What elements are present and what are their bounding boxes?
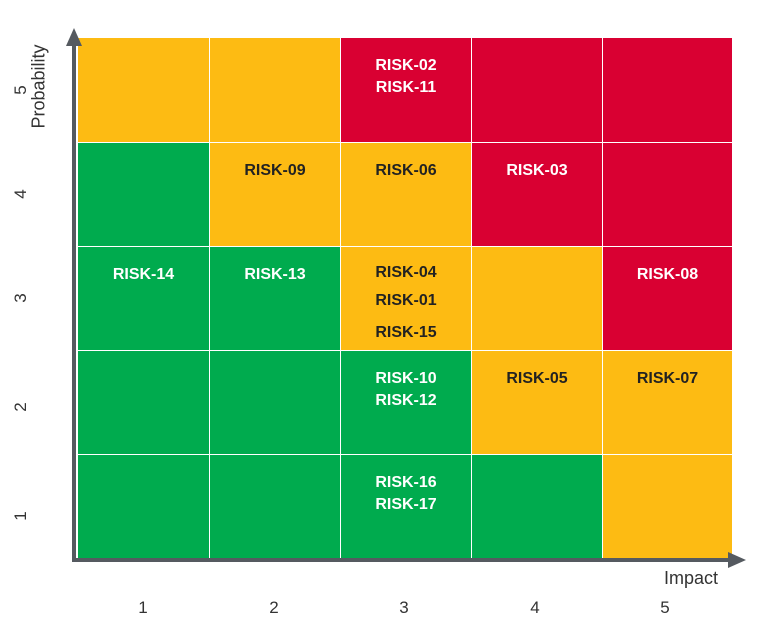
risk-label: RISK-09 bbox=[244, 162, 306, 179]
matrix-cell bbox=[78, 350, 209, 454]
matrix-cell: RISK-08 bbox=[602, 246, 732, 350]
matrix-cell bbox=[471, 454, 602, 558]
y-axis-arrow-icon bbox=[66, 28, 82, 46]
risk-label: RISK-05 bbox=[506, 370, 568, 387]
risk-label: RISK-17 bbox=[375, 496, 437, 513]
risk-label: RISK-01 bbox=[375, 292, 437, 309]
risk-label: RISK-04 bbox=[375, 264, 437, 281]
x-axis-arrow-icon bbox=[728, 552, 746, 568]
risk-label: RISK-16 bbox=[375, 474, 437, 491]
y-axis-line bbox=[72, 44, 76, 562]
matrix-cell: RISK-03 bbox=[471, 142, 602, 246]
matrix-cell: RISK-09 bbox=[209, 142, 340, 246]
matrix-cell: RISK-06 bbox=[340, 142, 471, 246]
risk-matrix: RISK-02 RISK-11 RISK-09 RISK-06 RISK-03 RISK-… bbox=[78, 38, 732, 558]
matrix-cell bbox=[209, 350, 340, 454]
y-tick-label: 4 bbox=[11, 189, 30, 199]
matrix-cell: RISK-02 RISK-11 bbox=[340, 38, 471, 142]
y-axis-title: Probability bbox=[28, 44, 49, 129]
matrix-cell bbox=[209, 38, 340, 142]
y-tick-label: 1 bbox=[11, 511, 30, 521]
y-tick-label: 3 bbox=[11, 293, 30, 303]
risk-label: RISK-12 bbox=[375, 392, 437, 409]
x-tick-label: 4 bbox=[530, 598, 540, 617]
risk-label: RISK-10 bbox=[375, 370, 437, 387]
matrix-cell bbox=[602, 142, 732, 246]
matrix-cell bbox=[602, 38, 732, 142]
matrix-cell bbox=[78, 38, 209, 142]
matrix-cell: RISK-13 bbox=[209, 246, 340, 350]
matrix-cell bbox=[471, 38, 602, 142]
matrix-cell: RISK-04 RISK-01 RISK-15 bbox=[340, 246, 471, 350]
x-tick-label: 3 bbox=[399, 598, 409, 617]
matrix-cell: RISK-10 RISK-12 bbox=[340, 350, 471, 454]
risk-label: RISK-13 bbox=[244, 266, 306, 283]
x-axis-title: Impact bbox=[664, 568, 719, 588]
matrix-cell bbox=[471, 246, 602, 350]
matrix-cell bbox=[209, 454, 340, 558]
x-tick-label: 1 bbox=[138, 598, 148, 617]
x-tick-label: 5 bbox=[660, 598, 670, 617]
matrix-cell: RISK-16 RISK-17 bbox=[340, 454, 471, 558]
risk-label: RISK-14 bbox=[112, 266, 175, 283]
x-axis-line bbox=[72, 558, 732, 562]
matrix-cell: RISK-14 bbox=[78, 246, 209, 350]
risk-label: RISK-02 bbox=[375, 57, 437, 74]
y-tick-label: 5 bbox=[11, 85, 30, 95]
risk-label: RISK-07 bbox=[636, 370, 699, 387]
matrix-cell: RISK-05 bbox=[471, 350, 602, 454]
risk-label: RISK-03 bbox=[506, 162, 568, 179]
risk-label: RISK-11 bbox=[375, 79, 437, 96]
risk-label: RISK-08 bbox=[636, 266, 699, 283]
x-tick-label: 2 bbox=[269, 598, 279, 617]
matrix-cell bbox=[78, 142, 209, 246]
risk-label: RISK-06 bbox=[375, 162, 437, 179]
y-tick-label: 2 bbox=[11, 402, 30, 412]
risk-label: RISK-15 bbox=[375, 324, 437, 341]
matrix-cell bbox=[602, 454, 732, 558]
matrix-cell: RISK-07 bbox=[602, 350, 732, 454]
matrix-cell bbox=[78, 454, 209, 558]
